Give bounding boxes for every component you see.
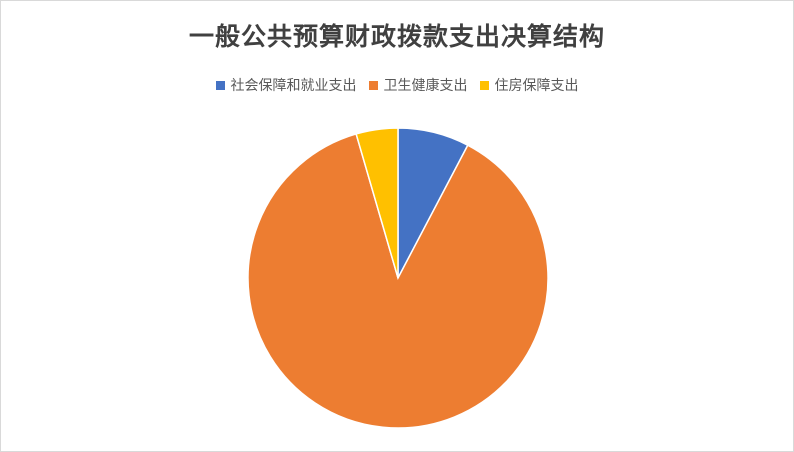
- legend-item: 住房保障支出: [479, 75, 579, 95]
- legend-item: 卫生健康支出: [368, 75, 468, 95]
- chart-title: 一般公共预算财政拨款支出决算结构: [188, 22, 605, 51]
- legend: 社会保障和就业支出 卫生健康支出 住房保障支出: [1, 75, 793, 95]
- legend-label: 卫生健康支出: [383, 78, 468, 94]
- legend-swatch: [368, 80, 378, 90]
- legend-label: 社会保障和就业支出: [230, 78, 357, 94]
- legend-swatch: [215, 80, 225, 90]
- legend-item: 社会保障和就业支出: [215, 75, 357, 95]
- legend-label: 住房保障支出: [494, 78, 579, 94]
- legend-swatch: [479, 80, 489, 90]
- pie-slice-2: [355, 127, 399, 279]
- pie-slice-1: [247, 133, 549, 429]
